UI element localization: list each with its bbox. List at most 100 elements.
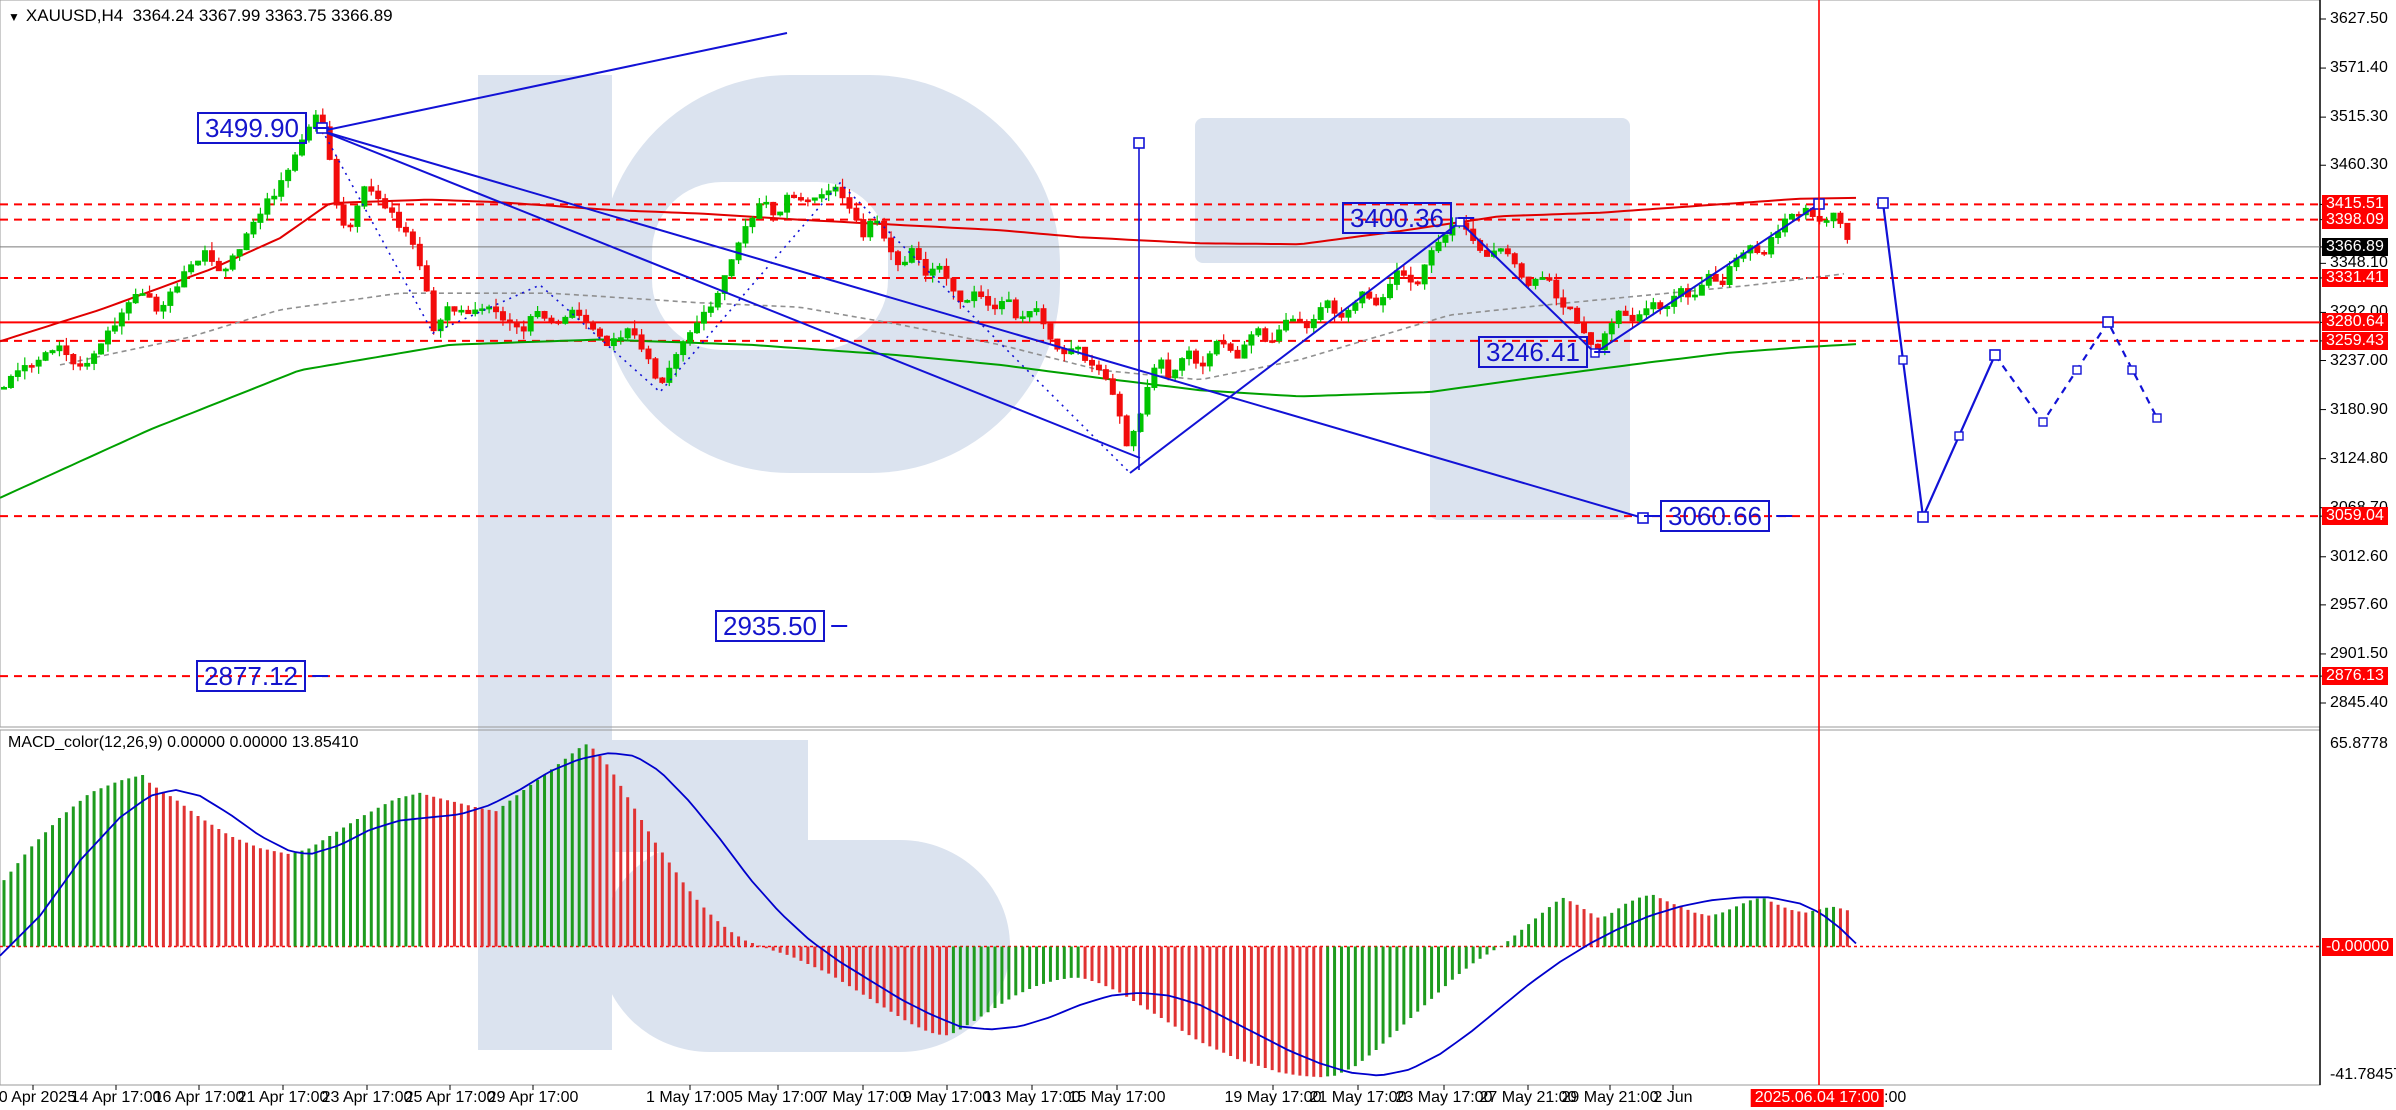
object-anchor-marker[interactable] [1877, 197, 1889, 209]
object-anchor-marker-small[interactable] [2038, 417, 2048, 427]
time-axis-label: 27 May 21:00 [1479, 1089, 1577, 1106]
candle-body [1310, 318, 1317, 329]
candle-body [1116, 393, 1123, 417]
candle-body [652, 358, 659, 379]
candle-body [146, 293, 153, 298]
candle-body [513, 321, 520, 328]
slow-ma-line[interactable] [0, 338, 1857, 499]
candle-body [846, 197, 853, 209]
candle-body [770, 201, 777, 216]
candle-body [742, 226, 749, 244]
object-anchor-marker-small[interactable] [2127, 365, 2137, 375]
swing-price-label[interactable]: 3060.66 [1660, 500, 1770, 532]
candle-body [1387, 283, 1393, 299]
candle-body [257, 213, 264, 223]
object-anchor-marker-small[interactable] [2072, 365, 2082, 375]
candle-body [721, 275, 728, 294]
candle-body [1047, 323, 1054, 340]
candle-body [250, 221, 257, 235]
candle-body [756, 203, 763, 219]
trendline-descending-1[interactable] [321, 130, 1141, 459]
candle-body [520, 326, 527, 332]
swing-price-label[interactable]: 2935.50 [715, 610, 825, 642]
candle-body [278, 180, 285, 197]
candle-body [1303, 321, 1310, 329]
candle-body [1192, 350, 1199, 364]
swing-price-label[interactable]: 3499.90 [197, 112, 307, 144]
candle-body [1317, 307, 1324, 320]
shifted-ma-line[interactable] [59, 273, 1845, 381]
object-anchor-marker-small[interactable] [1898, 355, 1908, 365]
candle-body [1276, 329, 1283, 342]
candle-body [1130, 430, 1137, 447]
time-axis-label: 14 Apr 17:00 [70, 1089, 162, 1106]
swing-price-label[interactable]: 3246.41 [1478, 336, 1588, 368]
candle-body [208, 250, 215, 262]
candle-body [222, 268, 229, 272]
candle-body [687, 332, 694, 343]
candle-body [1691, 294, 1698, 298]
zigzag-solid[interactable] [1129, 203, 1820, 474]
candle-body [1650, 302, 1657, 310]
candle-body [368, 186, 375, 192]
object-anchor-marker-small[interactable] [2152, 413, 2162, 423]
price-axis-label: 2957.60 [2330, 595, 2388, 613]
candle-body [590, 321, 597, 330]
object-anchor-marker[interactable] [1133, 137, 1145, 149]
candle-body [1089, 359, 1096, 366]
candle-body [804, 199, 811, 203]
candle-body [1165, 359, 1172, 379]
time-axis-label: 9 May 17:00 [902, 1089, 992, 1106]
object-anchor-marker-small[interactable] [1954, 431, 1964, 441]
candle-body [894, 251, 901, 266]
swing-price-label[interactable]: 3400.36 [1342, 202, 1452, 234]
object-anchor-marker[interactable] [1989, 349, 2001, 361]
time-axis-label: 21 May 17:00 [1309, 1089, 1407, 1106]
object-anchor-marker[interactable] [1637, 512, 1649, 524]
candle-body [444, 306, 451, 321]
candle-body [188, 264, 195, 273]
candle-body [915, 248, 922, 260]
symbol-dropdown-icon[interactable]: ▼ [8, 10, 20, 24]
forecast-path-dashed[interactable] [1994, 319, 2158, 424]
trendline-descending-2[interactable] [321, 130, 1644, 519]
candle-body [1345, 309, 1352, 318]
candle-body [125, 302, 132, 314]
price-axis-label: 2845.40 [2330, 694, 2388, 711]
candle-body [1220, 340, 1227, 345]
macd-signal-line[interactable] [0, 752, 1857, 1077]
candle-body [1629, 314, 1636, 322]
candle-body [541, 311, 548, 319]
candle-body [1255, 328, 1262, 336]
candle-body [1109, 378, 1116, 395]
candle-body [777, 211, 784, 216]
candle-body [416, 243, 423, 267]
time-axis-label: 21 Apr 17:00 [237, 1089, 329, 1106]
candle-body [964, 300, 971, 303]
object-anchor-marker[interactable] [2102, 316, 2114, 328]
candle-body [458, 309, 465, 313]
candle-body [714, 292, 721, 308]
candle-body [382, 198, 389, 209]
swing-price-label[interactable]: 2877.12 [196, 660, 306, 692]
candle-body [1830, 212, 1837, 222]
macd-axis-label: -41.78457 [2330, 1066, 2396, 1083]
candle-body [56, 345, 63, 352]
price-axis-label: 3012.60 [2330, 547, 2388, 565]
object-anchor-marker[interactable] [1917, 511, 1929, 523]
candle-body [1546, 277, 1553, 281]
candle-body [1532, 278, 1539, 286]
trendline-rising[interactable] [321, 32, 788, 132]
time-axis-label: 29 Apr 17:00 [487, 1089, 579, 1106]
candle-body [1560, 297, 1567, 308]
candle-body [673, 354, 680, 369]
price-axis-label: 3627.50 [2330, 10, 2388, 27]
candle-body [901, 261, 908, 266]
candle-body [333, 158, 340, 206]
candle-body [527, 316, 534, 332]
object-anchor-marker-small[interactable] [1455, 217, 1465, 227]
candle-body [1033, 308, 1040, 313]
candle-body [1213, 340, 1220, 355]
fast-ma-line[interactable] [0, 196, 1857, 343]
